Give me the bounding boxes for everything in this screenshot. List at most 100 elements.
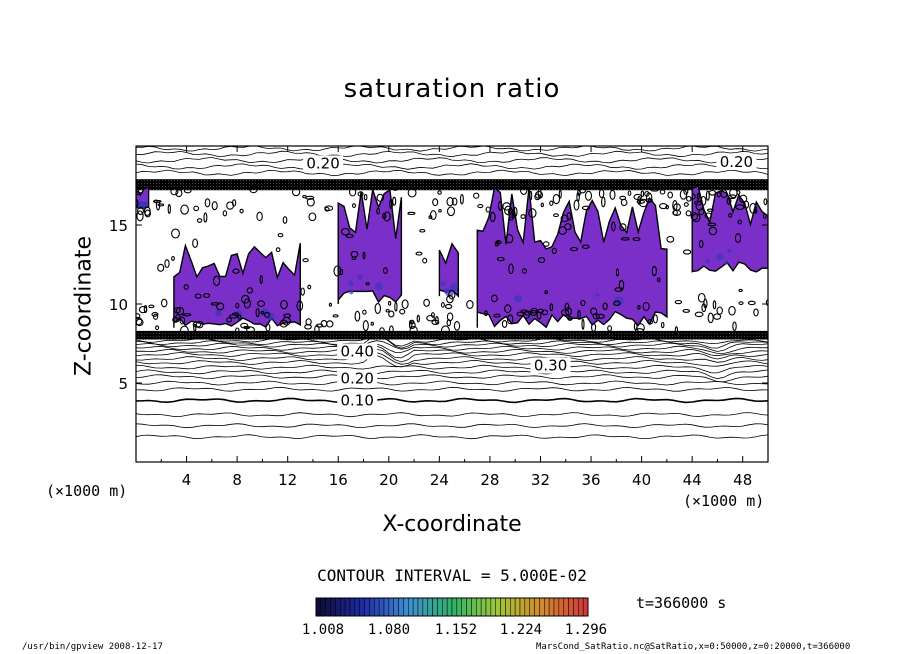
contour-blob [320,319,328,328]
contour-blob [504,205,513,216]
contour-blob [308,212,317,222]
colorbar-cell [398,597,404,617]
contour-blob [727,213,733,218]
contour-blob [155,325,160,331]
colorbar-cell [505,597,511,617]
contour-blob [581,318,585,330]
contour-blob [477,204,484,209]
contour-blob [296,300,304,312]
high-value-spot [514,295,522,303]
contour-blob [738,301,744,305]
colorbar-cell [320,597,326,617]
contour-blob [485,206,491,213]
contour-blob [155,199,161,211]
contour-blob [683,202,689,207]
contour-blob [160,298,168,308]
contour-blob [226,317,232,323]
contour-blob [704,212,712,219]
contour-blob [553,213,559,218]
contour-blob [183,284,189,290]
contour-blob [738,288,743,293]
contour-blob [277,233,284,238]
contour-blob [183,188,192,194]
colorbar-cell [510,597,516,617]
contour-line [136,352,768,365]
colorbar-tick-label: 1.008 [301,622,345,638]
contour-blob [389,199,393,210]
contour-line [136,423,768,429]
contour-line [136,146,768,152]
contour-blob [580,299,586,307]
contour-blob [607,325,613,332]
x-tick-label: 8 [232,471,242,489]
colorbar-cell [495,597,501,617]
contour-blob [431,319,440,326]
contour-blob [255,307,260,318]
contour-blob [429,210,437,221]
colorbar-cell [490,597,496,617]
contour-blob [495,240,500,245]
x-axis-label: X-coordinate [382,512,522,537]
colorbar-cell [456,597,462,617]
contour-blob [136,313,141,320]
contour-blob [137,206,144,215]
contour-blob [446,206,456,217]
contour-blob [615,268,620,277]
contour-label: 0.40 [340,342,373,360]
colorbar-cell [451,597,458,617]
contour-blob [598,188,605,199]
contour-blob [652,314,658,324]
contour-blob [682,249,692,255]
contour-blob [416,314,420,323]
contour-blob [577,310,581,320]
colorbar-cell [388,597,394,617]
contour-blob [307,284,312,290]
contour-blob [305,195,315,200]
contour-blob [484,310,488,317]
x-unit-label-left: (×1000 m) [46,482,128,500]
contour-blob [409,319,415,325]
contour-blob [444,303,453,310]
contour-line [136,412,768,418]
contour-blob [747,300,756,306]
high-value-spot [716,253,724,261]
colorbar-cell [485,597,492,617]
contour-blob [656,277,661,283]
contour-blob [171,228,180,239]
colorbar-cell [422,597,428,617]
colorbar-cell [558,597,564,617]
colorbar-cell [403,597,409,617]
high-value-spot [357,274,363,280]
contour-blob [716,191,721,198]
contour-blob [432,198,439,207]
contour-blob [716,306,723,315]
contour-blob [634,328,645,333]
contour-blob [701,303,707,313]
contour-label-bg [337,392,378,409]
contour-blob [351,203,357,208]
contour-blob [540,202,544,208]
contour-blob [497,201,503,211]
footer-right: MarsCond_SatRatio.nc@SatRatio,x=0:50000,… [536,642,851,652]
contour-blob [665,204,670,210]
contour-blob [176,306,185,316]
contour-blob [196,218,203,223]
colorbar-cell [437,597,443,617]
high-value-spot [726,248,732,254]
contour-blob [753,308,759,317]
contour-blob [232,268,240,274]
contour-blob [696,192,700,200]
contour-blob [193,323,197,332]
chart-title: saturation ratio [343,74,561,104]
contour-blob [708,226,718,236]
contour-blob [523,310,530,319]
high-value-spot [348,280,354,287]
contour-blob [407,211,416,216]
contour-blob [659,203,668,210]
colorbar-cell [412,597,419,617]
colorbar-cell [461,597,467,617]
contour-blob [231,199,237,207]
contour-blob [590,307,598,316]
contour-blob [180,204,189,215]
colorbar-tick-label: 1.296 [564,622,608,638]
